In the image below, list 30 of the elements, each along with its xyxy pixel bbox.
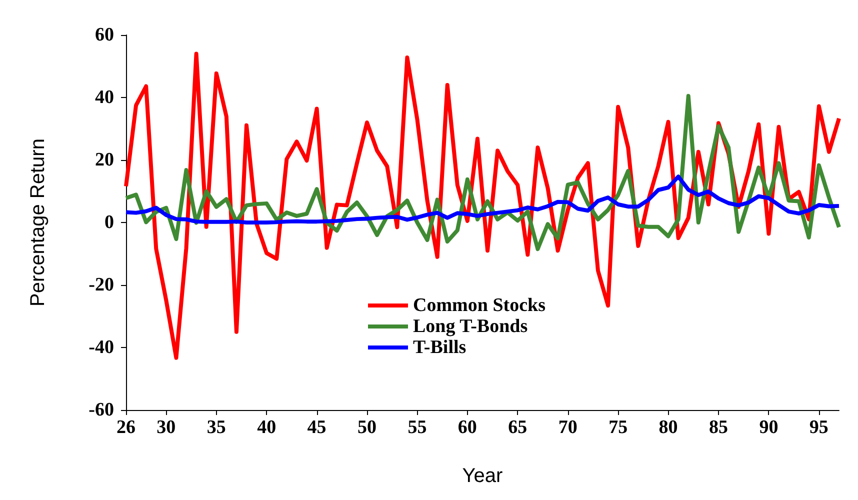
y-tick-label: -40 (88, 337, 114, 358)
y-tick-label: 20 (95, 150, 114, 170)
legend-label: Long T-Bonds (413, 316, 528, 337)
x-tick-label: 65 (508, 417, 528, 438)
x-tick-label: 70 (558, 417, 578, 438)
line-series (124, 52, 841, 360)
y-axis-title: Percentage Return (27, 138, 49, 306)
y-tick-label: 60 (95, 24, 114, 46)
x-tick-label: 95 (809, 417, 828, 438)
x-tick-label: 35 (206, 417, 226, 438)
x-tick-label: 26 (116, 417, 136, 438)
y-tick-label: 0 (104, 212, 114, 233)
x-tick-label: 45 (307, 417, 326, 438)
x-tick-label: 80 (658, 417, 678, 438)
x-axis-title: Year (462, 465, 504, 487)
line-series (124, 174, 841, 224)
y-tick-label: 40 (95, 87, 114, 108)
x-tick-label: 40 (257, 417, 276, 438)
x-tick-label: 50 (358, 417, 377, 438)
x-tick-label: 30 (156, 417, 176, 438)
y-tick-label: -20 (88, 274, 114, 296)
y-tick-label: -60 (88, 400, 114, 420)
x-tick-label: 60 (458, 417, 477, 438)
x-tick-label: 85 (708, 417, 728, 438)
legend-label: T-Bills (413, 337, 466, 358)
x-tick-label: 55 (408, 417, 427, 438)
x-tick-label: 90 (759, 417, 778, 438)
x-tick-label: 75 (608, 417, 628, 438)
legend-label: Common Stocks (413, 295, 546, 316)
line-series (124, 94, 841, 252)
